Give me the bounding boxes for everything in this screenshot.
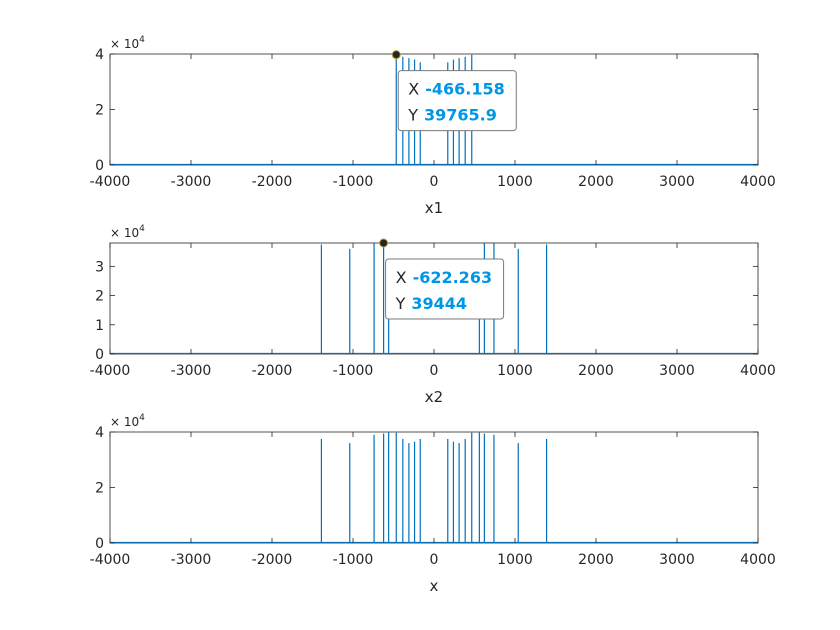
x-tick-label: -3000: [171, 552, 212, 568]
y-exponent-label: × 104: [110, 413, 145, 429]
datatip-row-x: X -622.263: [396, 268, 492, 287]
x-tick-label: -4000: [90, 174, 131, 190]
datatip-y-value: 39765.9: [424, 106, 497, 125]
x-tick-label: 2000: [578, 363, 614, 379]
y-tick-label: 4: [95, 47, 104, 63]
x-tick-label: -4000: [90, 363, 131, 379]
x-tick-label: 1000: [497, 552, 533, 568]
y-tick-label: 2: [95, 103, 104, 119]
datatip-box: [385, 258, 505, 320]
y-exponent-power: 4: [139, 35, 145, 45]
datatip-x-value: -466.158: [425, 80, 505, 99]
x-tick-label: 4000: [740, 174, 776, 190]
x-tick-label: -2000: [252, 552, 293, 568]
x-tick-label: 2000: [578, 552, 614, 568]
datatip-marker[interactable]: [391, 50, 401, 60]
x-tick-label: 0: [430, 363, 439, 379]
y-exponent-base: × 10: [110, 37, 139, 51]
datatip-x-key: X: [396, 268, 407, 287]
plot-area: [109, 431, 759, 544]
x-tick-label: 3000: [659, 363, 695, 379]
datatip-box: [397, 70, 517, 132]
x-tick-label: 0: [430, 552, 439, 568]
datatip-x-key: X: [408, 80, 419, 99]
x-tick-label: -3000: [171, 174, 212, 190]
datatip-row-x: X -466.158: [408, 80, 504, 99]
datatip[interactable]: X -466.158 Y 39765.9: [391, 50, 517, 132]
x-tick-label: 1000: [497, 174, 533, 190]
x-tick-label: -2000: [252, 363, 293, 379]
datatip-row-y: Y 39765.9: [407, 106, 497, 125]
y-tick-label: 0: [95, 347, 104, 363]
subplot-1: -4000 -3000 -2000 -1000 0 1000 2000 3000 4000 0 2 4…: [90, 35, 776, 217]
datatip-y-value: 39444: [411, 294, 467, 313]
x-axis-title: x: [430, 577, 439, 595]
datatip-y-key: Y: [407, 106, 418, 125]
subplot-2: -4000 -3000 -2000 -1000 0 1000 2000 3000 4000 0 1 2…: [90, 224, 776, 406]
x-tick-label: 2000: [578, 174, 614, 190]
datatip-y-key: Y: [395, 294, 406, 313]
x-axis-title: x1: [425, 199, 443, 217]
y-exponent-base: × 10: [110, 226, 139, 240]
subplot-3: -4000 -3000 -2000 -1000 0 1000 2000 3000 4000 0 2 4…: [90, 413, 776, 595]
x-tick-label: -1000: [333, 174, 374, 190]
x-tick-label: 4000: [740, 363, 776, 379]
datatip-x-value: -622.263: [413, 268, 493, 287]
y-tick-label: 1: [95, 318, 104, 334]
datatip-marker[interactable]: [379, 238, 389, 248]
x-tick-label: 3000: [659, 174, 695, 190]
y-tick-label: 2: [95, 289, 104, 305]
x-tick-label: -1000: [333, 552, 374, 568]
x-tick-label: -1000: [333, 363, 374, 379]
datatip-row-y: Y 39444: [395, 294, 467, 313]
y-exponent-label: × 104: [110, 35, 145, 51]
x-tick-label: 1000: [497, 363, 533, 379]
y-exponent-power: 4: [139, 224, 145, 234]
y-exponent-power: 4: [139, 413, 145, 423]
y-tick-label: 0: [95, 158, 104, 174]
y-tick-label: 4: [95, 425, 104, 441]
y-exponent-label: × 104: [110, 224, 145, 240]
y-tick-label: 2: [95, 481, 104, 497]
x-axis-title: x2: [425, 388, 443, 406]
x-tick-label: -3000: [171, 363, 212, 379]
y-tick-label: 3: [95, 259, 104, 275]
x-tick-label: -4000: [90, 552, 131, 568]
x-tick-label: 3000: [659, 552, 695, 568]
y-tick-label: 0: [95, 536, 104, 552]
x-tick-label: 0: [430, 174, 439, 190]
datatip[interactable]: X -622.263 Y 39444: [379, 238, 505, 320]
x-tick-label: 4000: [740, 552, 776, 568]
y-exponent-base: × 10: [110, 415, 139, 429]
x-tick-label: -2000: [252, 174, 293, 190]
